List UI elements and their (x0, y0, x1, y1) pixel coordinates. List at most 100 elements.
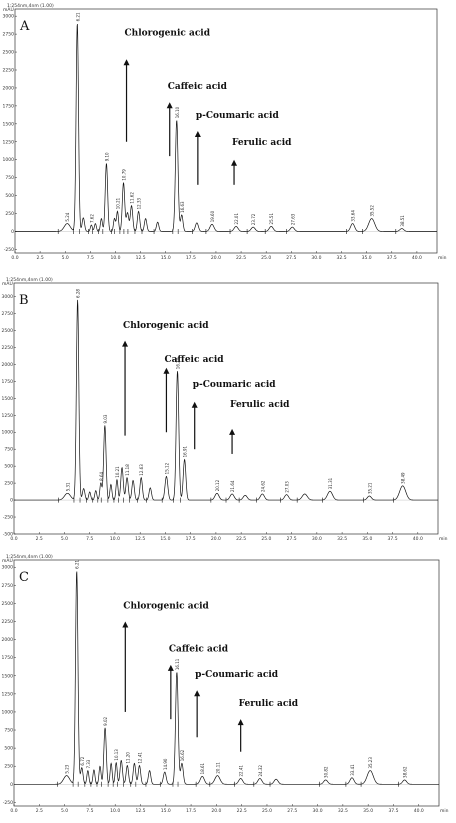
detector-header: 1:254nm,4nm (1.00) (6, 277, 53, 283)
peak-rt-label: 35.23 (368, 757, 373, 769)
peak-rt-label: 35.52 (370, 205, 375, 217)
compound-annotation: Caffeic acid (164, 355, 224, 365)
x-tick-label: 15.0 (161, 255, 171, 261)
peak-rt-label: 10.21 (115, 197, 120, 209)
x-tick-label: 15.0 (160, 536, 170, 542)
x-tick-label: 12.5 (135, 536, 145, 542)
y-unit-label: mAU (3, 7, 14, 13)
peak-rt-label: 11.62 (130, 192, 135, 204)
annotation-arrow-head (231, 159, 238, 166)
x-tick-label: 35.0 (362, 255, 372, 261)
annotation-arrow-head (122, 340, 129, 347)
annotation-arrow-head (166, 102, 173, 109)
annotation-arrow-head (191, 401, 198, 408)
x-tick-label: 20.0 (211, 255, 221, 261)
y-tick-label: 1500 (2, 396, 14, 402)
x-tick-label: 17.5 (186, 536, 196, 542)
x-tick-label: 12.5 (135, 808, 145, 814)
y-tick-label: 2000 (2, 362, 14, 368)
y-tick-label: -250 (4, 247, 14, 253)
peak-rt-label: 30.82 (324, 766, 329, 778)
x-tick-label: 7.5 (86, 536, 93, 542)
plot-frame (13, 559, 440, 807)
x-tick-label: 35.0 (362, 536, 372, 542)
x-tick-label: 40.0 (413, 536, 423, 542)
y-tick-label: 500 (4, 746, 13, 752)
peak-rt-label: 16.62 (180, 749, 185, 761)
annotation-arrow-head (237, 719, 244, 726)
x-tick-label: 22.5 (236, 536, 246, 542)
compound-annotation: Caffeic acid (168, 82, 228, 92)
chromatogram-panel: 1:254nm,4nm (1.00)mAU min A -250 0 250 500 750 1… (3, 3, 447, 261)
y-tick-label: 1250 (2, 691, 14, 697)
peak-rt-label: 12.41 (137, 752, 142, 764)
compound-annotation: p-Coumaric acid (196, 111, 280, 121)
x-tick-label: 0.0 (10, 536, 17, 542)
x-tick-label: 40.0 (412, 255, 422, 261)
peak-rt-label: 11.18 (125, 464, 130, 476)
y-tick-label: 0 (10, 782, 13, 788)
y-tick-label: 750 (4, 728, 13, 734)
y-tick-label: 250 (4, 764, 13, 770)
x-tick-label: 7.5 (87, 255, 94, 261)
compound-annotation: Chlorogenic acid (125, 28, 211, 38)
y-tick-label: 1000 (2, 709, 14, 715)
y-tick-label: 250 (4, 481, 13, 487)
annotation-arrow-head (194, 690, 201, 697)
peak-rt-label: 6.21 (75, 559, 80, 568)
peak-rt-label: 12.33 (137, 197, 142, 209)
peak-rt-label: 33.64 (351, 210, 356, 222)
y-tick-label: 2250 (3, 68, 15, 74)
peak-rt-label: 20.11 (215, 762, 220, 774)
peak-rt-label: 12.63 (139, 464, 144, 476)
x-tick-label: 37.5 (387, 255, 397, 261)
x-tick-label: 27.5 (287, 808, 297, 814)
y-tick-label: 2250 (2, 345, 14, 351)
y-tick-label: 0 (11, 229, 14, 235)
y-tick-label: 250 (5, 211, 14, 217)
compound-annotation: Chlorogenic acid (123, 321, 209, 331)
y-tick-label: 3000 (2, 565, 14, 571)
peak-rt-label: 7.62 (89, 214, 94, 223)
annotation-arrow-head (194, 131, 201, 137)
x-tick-label: 2.5 (36, 536, 43, 542)
x-tick-label: 35.0 (363, 808, 373, 814)
x-tick-label: 5.0 (62, 255, 69, 261)
annotation-arrow-head (229, 428, 236, 435)
annotation-arrow-head (167, 664, 174, 671)
y-tick-label: 2500 (2, 328, 14, 334)
y-tick-label: 1000 (2, 430, 14, 436)
peak-rt-label: 6.21 (75, 12, 80, 21)
peak-rt-label: 8.64 (99, 471, 104, 480)
compound-annotation: Ferulic acid (239, 699, 299, 709)
chromatogram-trace (14, 299, 438, 501)
plot-frame (14, 8, 438, 254)
y-tick-label: -250 (3, 515, 13, 521)
x-tick-label: 20.0 (211, 808, 221, 814)
y-tick-label: 1500 (2, 673, 14, 679)
panel-label: B (19, 293, 29, 308)
y-tick-label: 2000 (2, 637, 14, 643)
x-tick-label: 32.5 (338, 808, 348, 814)
peak-rt-label: 11.20 (125, 752, 130, 764)
peak-rt-label: 31.31 (328, 477, 333, 489)
peak-rt-label: 7.33 (86, 759, 91, 768)
x-tick-label: 10.0 (110, 808, 120, 814)
peak-rt-label: 24.32 (258, 765, 263, 777)
x-tick-label: 22.5 (237, 808, 247, 814)
y-tick-label: 3000 (2, 294, 14, 300)
y-tick-label: 1750 (3, 103, 15, 109)
peak-rt-label: 10.13 (114, 749, 119, 761)
x-tick-label: 25.0 (261, 255, 271, 261)
x-tick-label: 2.5 (37, 255, 44, 261)
plot-frame (13, 282, 439, 535)
x-tick-label: 30.0 (312, 536, 322, 542)
annotation-arrow-head (123, 59, 130, 66)
y-tick-label: 1250 (3, 139, 15, 145)
x-tick-label: 32.5 (337, 536, 347, 542)
peak-rt-label: 5.31 (66, 482, 71, 491)
x-tick-label: 12.5 (136, 255, 146, 261)
y-tick-label: 3000 (3, 14, 15, 20)
peak-rt-label: 9.10 (104, 152, 109, 161)
peak-rt-label: 14.90 (163, 758, 168, 770)
